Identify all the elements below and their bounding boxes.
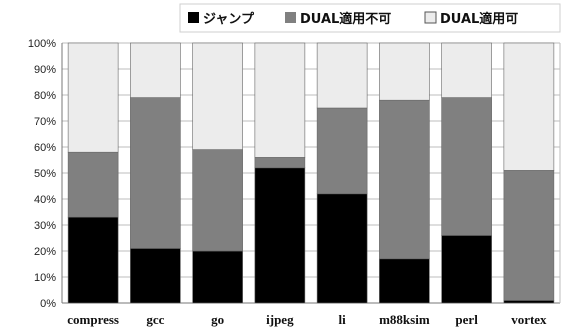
bar-segment-1 [192, 250, 243, 304]
bar-segment-2 [192, 149, 243, 252]
y-tick-label: 50% [34, 168, 56, 180]
bar-segment-1 [130, 248, 181, 304]
bar-segment-3 [503, 42, 555, 171]
y-tick-label: 40% [34, 194, 56, 206]
bar-segment-3 [254, 42, 306, 158]
x-tick-label: vortex [511, 312, 547, 327]
y-tick-label: 60% [34, 142, 56, 154]
bar-stack-li [316, 42, 368, 304]
x-tick-label: perl [455, 312, 478, 327]
bar-segment-2 [379, 99, 430, 260]
bars [67, 42, 555, 304]
bar-segment-3 [379, 42, 430, 101]
legend-label-1: ジャンプ [203, 12, 255, 27]
bar-segment-1 [67, 216, 119, 304]
bar-segment-2 [316, 107, 368, 195]
bar-segment-2 [503, 170, 555, 301]
y-tick-label: 70% [34, 116, 56, 128]
bar-stack-vortex [503, 42, 555, 304]
y-axis: 0% 10% 20% 30% 40% 50% 60% 70% 80% 90% 100% [28, 38, 561, 310]
x-tick-label: compress [67, 312, 119, 327]
bar-segment-2 [67, 151, 119, 218]
y-tick-label: 100% [28, 38, 56, 50]
legend-label-3: DUAL適用可 [440, 11, 518, 27]
bar-segment-1 [316, 193, 368, 304]
y-tick-label: 30% [34, 220, 56, 232]
bar-segment-2 [130, 97, 181, 249]
y-tick-label: 80% [34, 90, 56, 102]
bar-segment-3 [130, 42, 181, 98]
legend-swatch-3 [424, 11, 437, 24]
bar-segment-1 [441, 235, 492, 304]
legend-swatch-2 [285, 12, 296, 23]
bar-stack-gcc [130, 42, 181, 304]
bar-stack-ijpeg [254, 42, 306, 304]
bar-segment-1 [503, 300, 555, 304]
bar-segment-2 [441, 97, 492, 236]
legend: ジャンプ DUAL適用不可 DUAL適用可 [179, 3, 561, 33]
bar-segment-3 [67, 42, 119, 153]
bar-stack-compress [67, 42, 119, 304]
bar-segment-3 [441, 42, 492, 98]
legend-swatch-1 [188, 12, 199, 23]
x-tick-label: ijpeg [266, 312, 294, 327]
x-tick-label: gcc [146, 312, 164, 327]
x-tick-label: m88ksim [379, 312, 430, 327]
x-tick-label: li [339, 312, 347, 327]
y-tick-label: 90% [34, 64, 56, 76]
bar-segment-1 [379, 258, 430, 304]
y-tick-label: 20% [34, 246, 56, 258]
bar-stack-m88ksim [379, 42, 430, 304]
y-tick-label: 10% [34, 272, 56, 284]
bar-segment-1 [254, 167, 306, 304]
legend-box [179, 3, 561, 33]
bar-segment-2 [254, 157, 306, 169]
y-tick-label: 0% [40, 298, 56, 310]
bar-stack-perl [441, 42, 492, 304]
bar-segment-3 [192, 42, 243, 150]
x-tick-label: go [211, 312, 224, 327]
x-axis: compress gcc go ijpeg li m88ksim perl vortex [67, 312, 547, 327]
legend-label-2: DUAL適用不可 [300, 11, 391, 27]
bar-stack-go [192, 42, 243, 304]
bar-segment-3 [316, 42, 368, 109]
